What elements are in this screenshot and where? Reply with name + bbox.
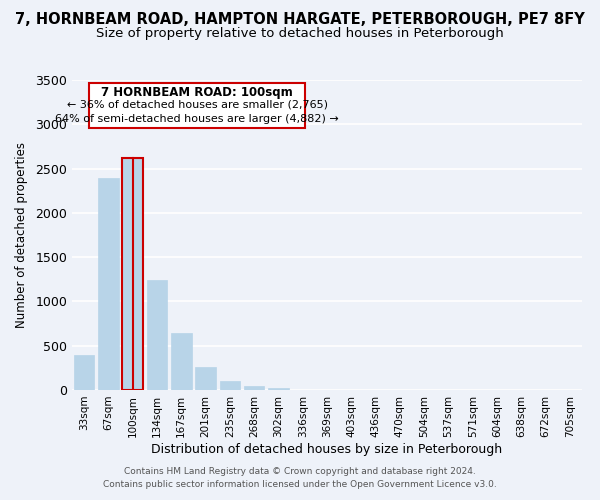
Text: ← 36% of detached houses are smaller (2,765): ← 36% of detached houses are smaller (2,… — [67, 100, 328, 110]
Bar — [244, 386, 265, 390]
Bar — [74, 356, 94, 390]
Text: Contains HM Land Registry data © Crown copyright and database right 2024.: Contains HM Land Registry data © Crown c… — [124, 467, 476, 476]
Text: Size of property relative to detached houses in Peterborough: Size of property relative to detached ho… — [96, 28, 504, 40]
Y-axis label: Number of detached properties: Number of detached properties — [16, 142, 28, 328]
Bar — [146, 280, 167, 390]
Bar — [220, 381, 240, 390]
Text: 64% of semi-detached houses are larger (4,882) →: 64% of semi-detached houses are larger (… — [55, 114, 339, 124]
Bar — [171, 334, 191, 390]
FancyBboxPatch shape — [89, 83, 305, 128]
Bar — [98, 178, 119, 390]
Bar — [195, 367, 216, 390]
Text: Contains public sector information licensed under the Open Government Licence v3: Contains public sector information licen… — [103, 480, 497, 489]
Text: 7, HORNBEAM ROAD, HAMPTON HARGATE, PETERBOROUGH, PE7 8FY: 7, HORNBEAM ROAD, HAMPTON HARGATE, PETER… — [15, 12, 585, 28]
X-axis label: Distribution of detached houses by size in Peterborough: Distribution of detached houses by size … — [151, 442, 503, 456]
Bar — [268, 388, 289, 390]
Text: 7 HORNBEAM ROAD: 100sqm: 7 HORNBEAM ROAD: 100sqm — [101, 86, 293, 100]
Bar — [122, 158, 143, 390]
